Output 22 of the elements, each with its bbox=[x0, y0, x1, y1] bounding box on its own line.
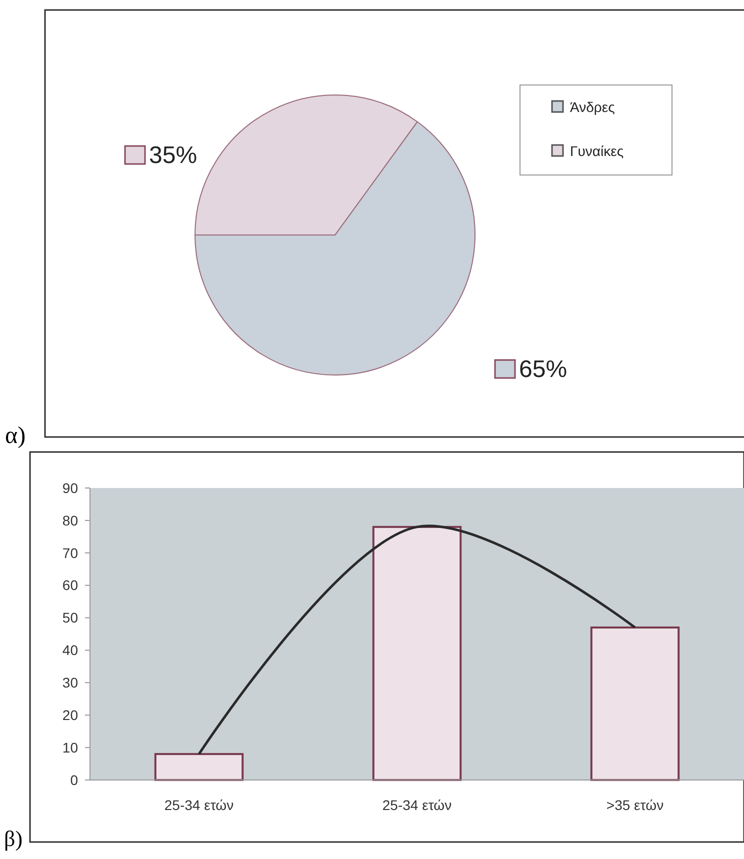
y-tick-label: 90 bbox=[62, 480, 78, 496]
bar bbox=[590, 626, 680, 781]
x-tick-label: 25-34 ετών bbox=[164, 797, 234, 813]
y-tick-label: 70 bbox=[62, 544, 78, 561]
y-tick-label: 30 bbox=[62, 674, 78, 691]
legend-label: Γυναίκες bbox=[570, 143, 624, 159]
y-tick-label: 60 bbox=[62, 577, 78, 594]
bar bbox=[154, 753, 244, 781]
y-tick-label: 20 bbox=[62, 707, 78, 724]
data-label: 65% bbox=[519, 356, 568, 383]
y-tick-label: 10 bbox=[62, 739, 78, 756]
x-tick-label: >35 ετών bbox=[606, 797, 664, 813]
y-tick-label: 0 bbox=[70, 772, 78, 788]
y-tick-label: 50 bbox=[62, 610, 78, 626]
bar bbox=[372, 526, 462, 781]
y-tick-label: 40 bbox=[62, 642, 78, 658]
text: β) bbox=[4, 826, 23, 851]
y-tick-label: 80 bbox=[62, 512, 78, 528]
x-tick-label: 25-34 ετών bbox=[382, 797, 452, 813]
legend-label: Άνδρες bbox=[570, 99, 616, 115]
data-label: 35% bbox=[149, 142, 198, 169]
text: α) bbox=[5, 423, 26, 449]
